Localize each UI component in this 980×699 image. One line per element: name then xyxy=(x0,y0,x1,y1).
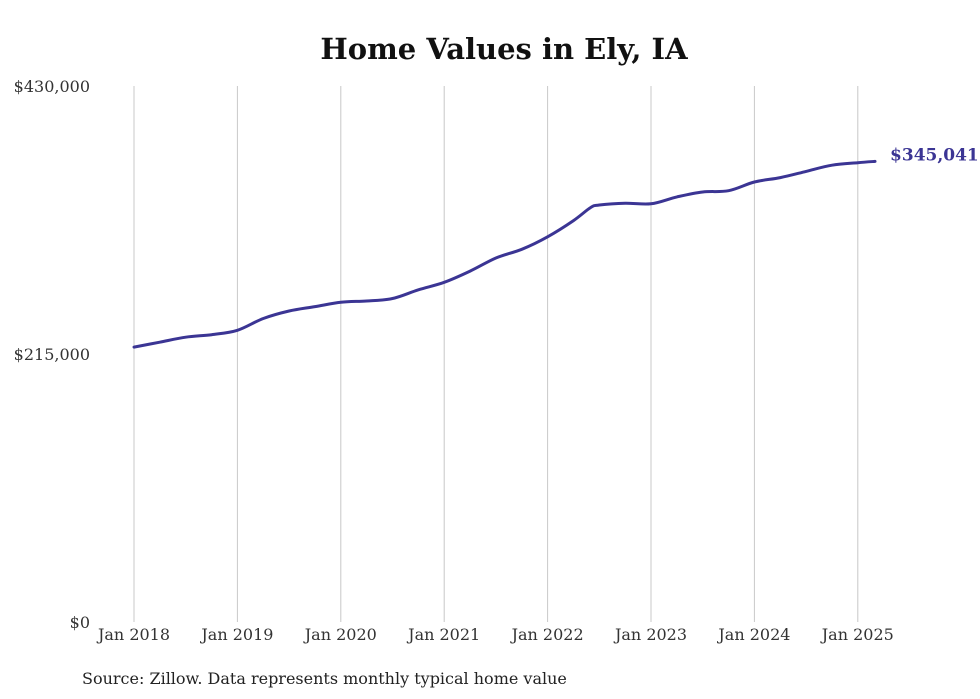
x-tick-label-2023: Jan 2023 xyxy=(613,625,687,644)
x-tick-label-2018: Jan 2018 xyxy=(96,625,170,644)
end-value-label: $345,041 xyxy=(890,145,979,165)
x-tick-label-2020: Jan 2020 xyxy=(303,625,377,644)
x-tick-label-2021: Jan 2021 xyxy=(406,625,480,644)
source-note: Source: Zillow. Data represents monthly … xyxy=(82,669,567,688)
series-line xyxy=(132,159,877,349)
x-tick-label-2022: Jan 2022 xyxy=(510,625,584,644)
y-tick-label-215000: $215,000 xyxy=(14,345,90,364)
x-axis-ticks: Jan 2018 Jan 2019 Jan 2020 Jan 2021 Jan 2022… xyxy=(96,625,894,644)
y-tick-label-430000: $430,000 xyxy=(14,77,90,96)
x-tick-label-2025: Jan 2025 xyxy=(820,625,894,644)
chart-title: Home Values in Ely, IA xyxy=(320,32,688,66)
y-tick-label-0: $0 xyxy=(70,613,90,632)
x-tick-label-2024: Jan 2024 xyxy=(716,625,790,644)
y-axis-ticks: $0 $215,000 $430,000 xyxy=(14,77,90,632)
gridlines xyxy=(133,86,859,622)
x-tick-label-2019: Jan 2019 xyxy=(199,625,273,644)
